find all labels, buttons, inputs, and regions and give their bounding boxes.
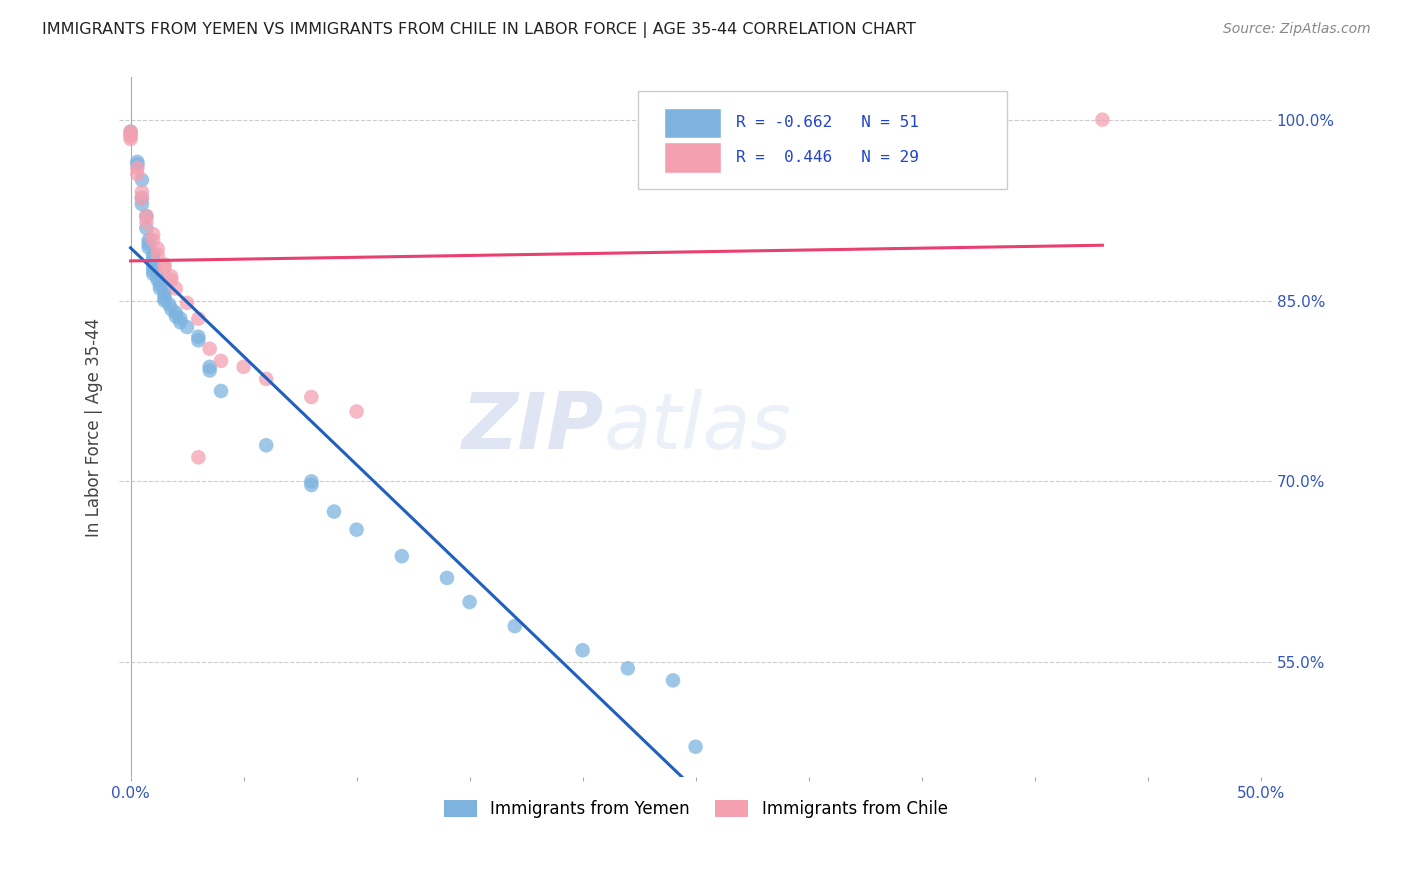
Point [120, 132, 142, 146]
Legend: Immigrants from Yemen, Immigrants from Chile: Immigrants from Yemen, Immigrants from C… [437, 793, 955, 824]
Point [209, 354, 232, 368]
Point [142, 255, 165, 269]
Y-axis label: In Labor Force | Age 35-44: In Labor Force | Age 35-44 [86, 318, 103, 537]
Point [165, 305, 187, 319]
Point [120, 127, 142, 141]
Point [169, 315, 191, 329]
Point [157, 297, 180, 311]
Point [176, 296, 198, 310]
Text: atlas: atlas [603, 389, 792, 465]
Point [571, 643, 593, 657]
Point [153, 293, 176, 308]
Point [169, 311, 191, 326]
Point [458, 595, 481, 609]
Point [685, 739, 707, 754]
Point [160, 269, 183, 284]
Point [127, 161, 149, 175]
Point [209, 384, 232, 398]
Point [503, 619, 526, 633]
Point [138, 233, 160, 247]
Point [138, 236, 160, 251]
Point [120, 125, 142, 139]
FancyBboxPatch shape [665, 108, 721, 138]
Point [165, 309, 187, 323]
Point [153, 284, 176, 298]
Point [299, 478, 322, 492]
FancyBboxPatch shape [638, 91, 1007, 189]
Point [146, 269, 169, 284]
Text: R =  0.446   N = 29: R = 0.446 N = 29 [735, 151, 918, 165]
Point [135, 209, 157, 223]
Point [131, 173, 153, 187]
Point [153, 291, 176, 305]
Text: R = -0.662   N = 51: R = -0.662 N = 51 [735, 115, 918, 130]
Point [135, 209, 157, 223]
Point [142, 248, 165, 262]
Point [299, 475, 322, 489]
Point [391, 549, 413, 564]
Text: IMMIGRANTS FROM YEMEN VS IMMIGRANTS FROM CHILE IN LABOR FORCE | AGE 35-44 CORREL: IMMIGRANTS FROM YEMEN VS IMMIGRANTS FROM… [42, 22, 917, 38]
Point [198, 359, 221, 374]
Point [153, 260, 176, 275]
Point [346, 523, 368, 537]
Point [160, 301, 183, 316]
Point [142, 267, 165, 281]
Point [146, 273, 169, 287]
Text: Source: ZipAtlas.com: Source: ZipAtlas.com [1223, 22, 1371, 37]
Point [153, 257, 176, 271]
Point [131, 185, 153, 199]
Point [131, 191, 153, 205]
Point [131, 197, 153, 211]
Point [232, 359, 254, 374]
Point [160, 273, 183, 287]
Point [187, 311, 209, 326]
Point [146, 248, 169, 262]
Point [187, 329, 209, 343]
Point [254, 372, 277, 386]
Point [187, 334, 209, 348]
Point [142, 227, 165, 242]
Point [254, 438, 277, 452]
Point [127, 157, 149, 171]
Point [176, 320, 198, 334]
Point [142, 260, 165, 274]
Point [142, 252, 165, 266]
Point [198, 363, 221, 377]
Point [149, 281, 172, 295]
Point [120, 129, 142, 144]
Point [165, 281, 187, 295]
Point [436, 571, 458, 585]
Point [142, 263, 165, 277]
Point [187, 450, 209, 465]
Text: ZIP: ZIP [461, 389, 603, 465]
Point [153, 287, 176, 301]
Point [135, 221, 157, 235]
FancyBboxPatch shape [665, 143, 721, 173]
Point [662, 673, 685, 688]
Point [617, 661, 640, 675]
Point [146, 242, 169, 256]
Point [138, 240, 160, 254]
Point [131, 191, 153, 205]
Point [149, 277, 172, 292]
Point [1091, 112, 1114, 127]
Point [142, 233, 165, 247]
Point [135, 215, 157, 229]
Point [198, 342, 221, 356]
Point [323, 505, 346, 519]
Point [346, 404, 368, 418]
Point [120, 125, 142, 139]
Point [299, 390, 322, 404]
Point [127, 154, 149, 169]
Point [127, 167, 149, 181]
